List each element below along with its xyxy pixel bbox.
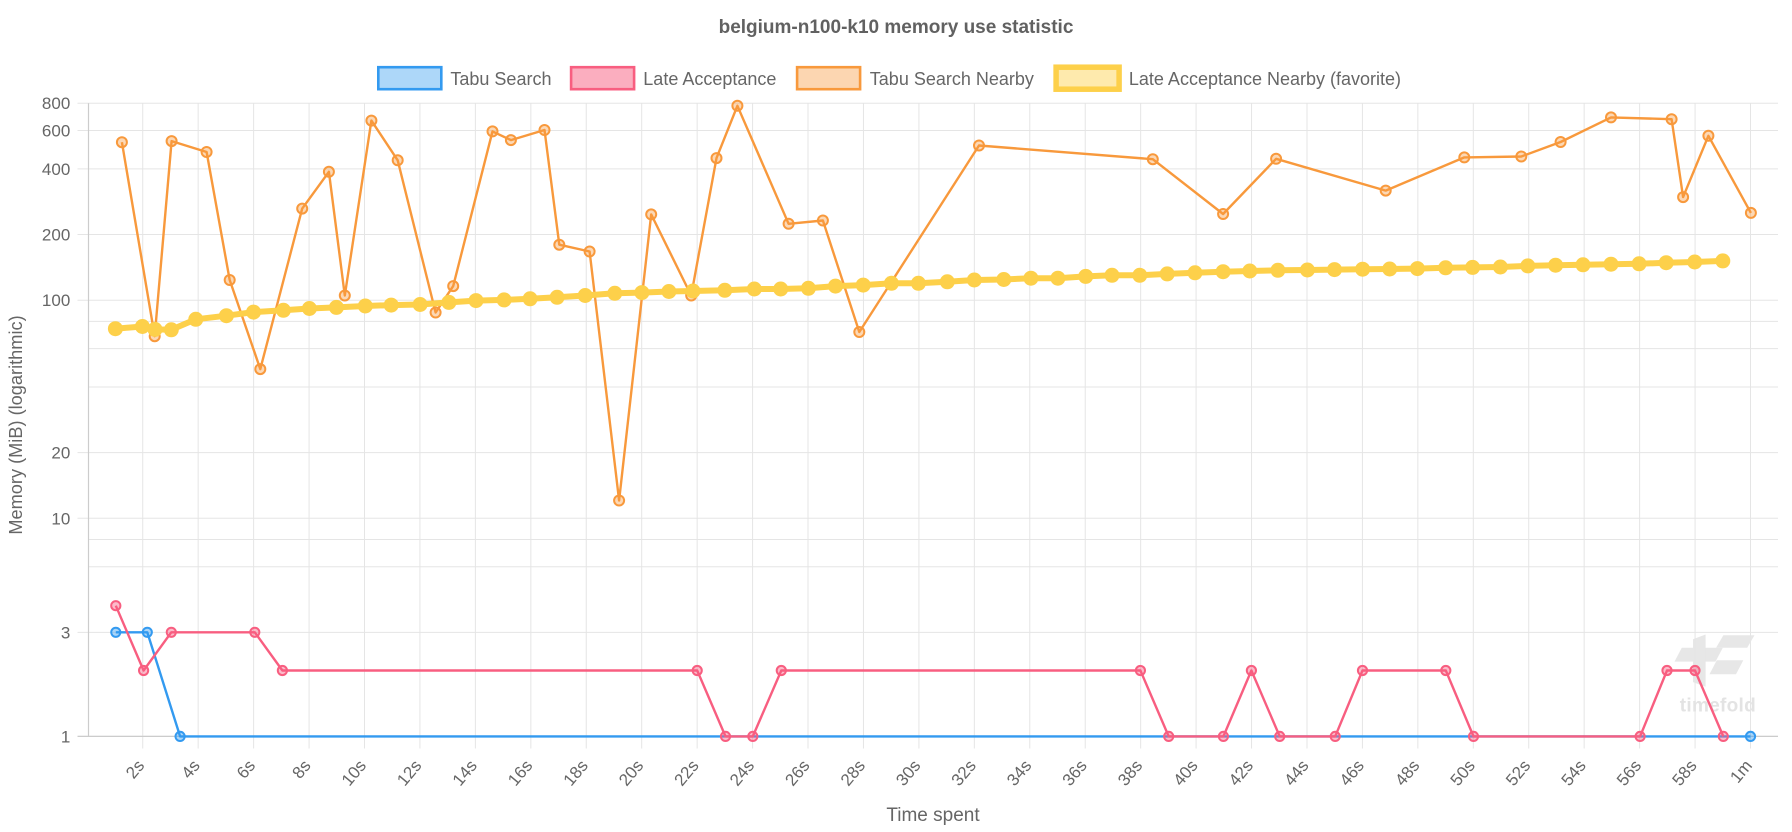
svg-text:Tabu Search: Tabu Search bbox=[450, 69, 551, 89]
svg-text:100: 100 bbox=[42, 291, 70, 310]
svg-text:10: 10 bbox=[51, 509, 70, 528]
svg-text:20: 20 bbox=[51, 444, 70, 463]
svg-text:Tabu Search Nearby: Tabu Search Nearby bbox=[870, 69, 1034, 89]
svg-text:Time spent: Time spent bbox=[886, 805, 980, 826]
svg-text:400: 400 bbox=[42, 160, 70, 179]
svg-text:200: 200 bbox=[42, 226, 70, 245]
svg-text:Late Acceptance Nearby (favori: Late Acceptance Nearby (favorite) bbox=[1129, 69, 1401, 89]
svg-text:600: 600 bbox=[42, 122, 70, 141]
svg-text:Memory (MiB) (logarithmic): Memory (MiB) (logarithmic) bbox=[6, 315, 26, 534]
svg-text:3: 3 bbox=[61, 623, 70, 642]
svg-text:timefold: timefold bbox=[1680, 696, 1756, 717]
svg-text:Late Acceptance: Late Acceptance bbox=[643, 69, 776, 89]
svg-text:800: 800 bbox=[42, 94, 70, 113]
svg-text:1: 1 bbox=[61, 727, 70, 746]
svg-text:belgium-n100-k10 memory use st: belgium-n100-k10 memory use statistic bbox=[719, 17, 1074, 38]
